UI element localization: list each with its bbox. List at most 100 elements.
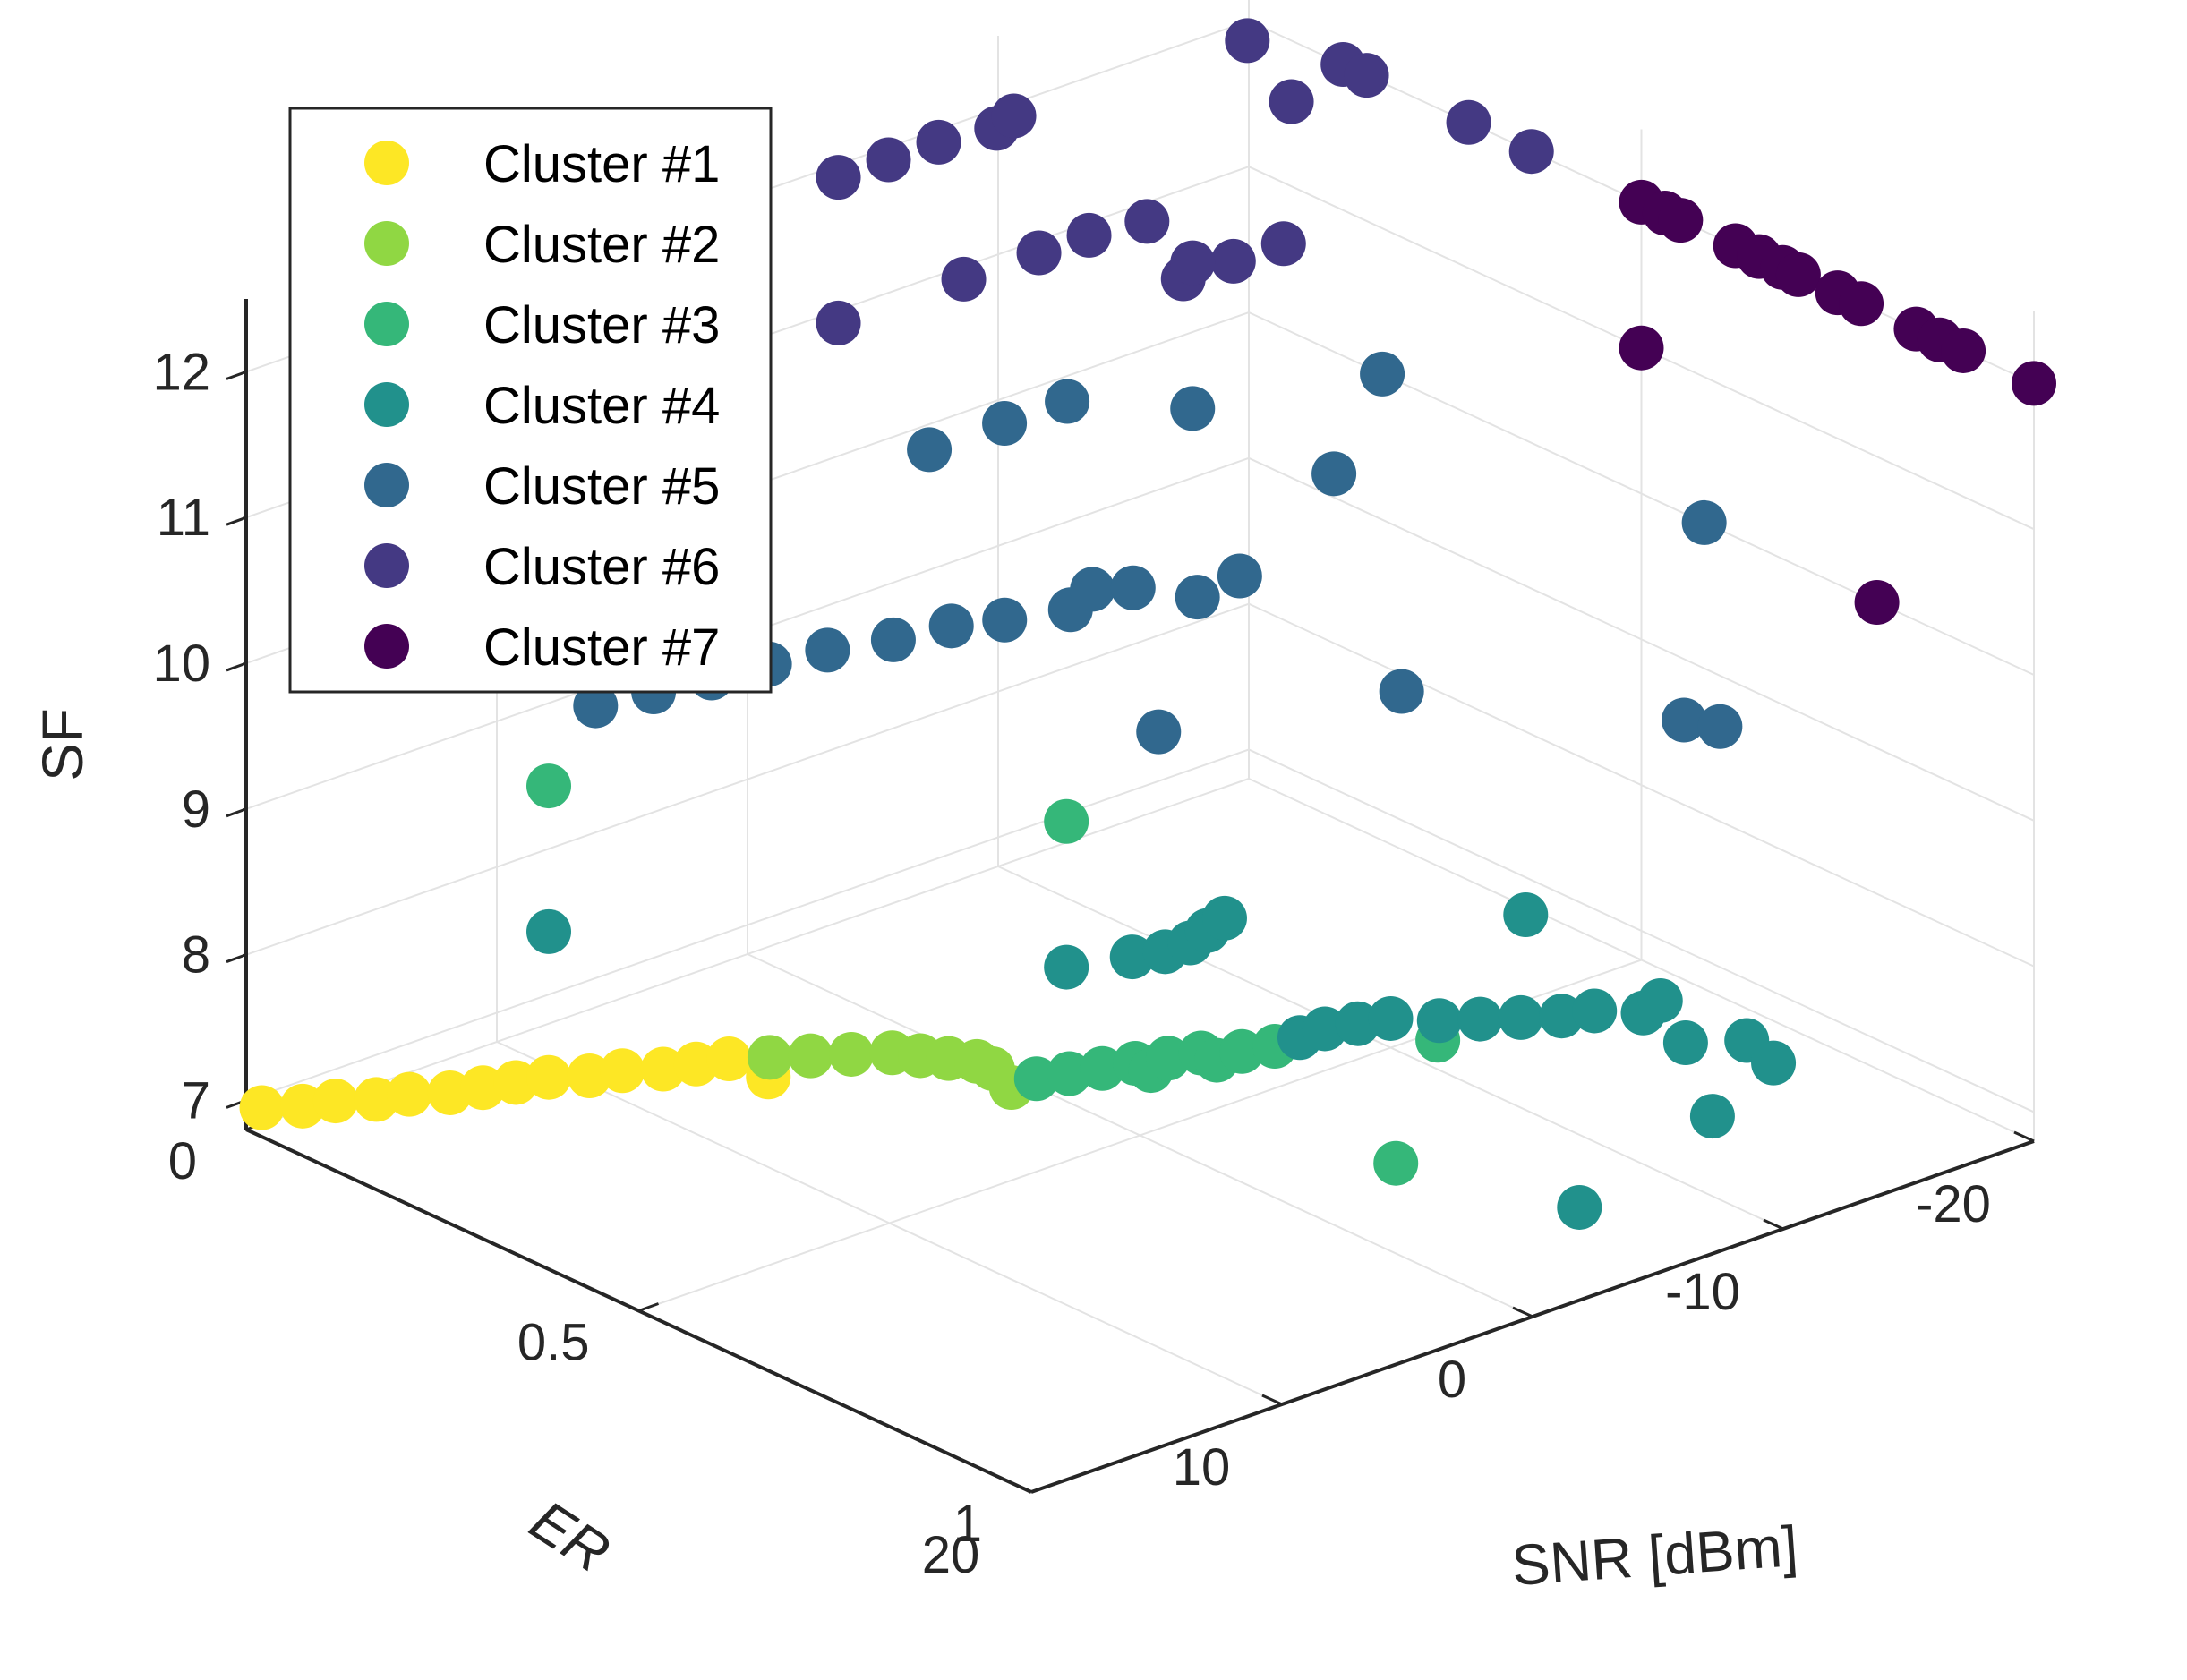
data-point <box>1210 238 1256 284</box>
x-tick-mark <box>1512 1306 1533 1318</box>
data-point <box>1368 995 1414 1041</box>
legend-label: Cluster #3 <box>483 296 720 354</box>
data-point <box>829 1031 875 1077</box>
x-tick-label: 0 <box>1438 1351 1466 1409</box>
data-point <box>1219 1028 1265 1074</box>
x-tick-label: -10 <box>1665 1263 1740 1321</box>
x-tick-label: -20 <box>1916 1175 1991 1233</box>
data-point <box>280 1083 326 1129</box>
data-point <box>928 603 974 649</box>
z-tick-label: 11 <box>157 489 210 547</box>
data-point <box>526 908 572 954</box>
data-point <box>1681 499 1727 545</box>
data-point <box>1941 328 1986 373</box>
data-point <box>1503 892 1549 938</box>
data-point <box>1066 212 1112 258</box>
data-point <box>1457 996 1503 1042</box>
data-point <box>816 300 861 345</box>
series-cluster-5 <box>573 351 1743 755</box>
data-point <box>1225 18 1270 64</box>
data-point <box>1697 704 1743 749</box>
z-tick-label: 8 <box>182 926 210 985</box>
data-point <box>1201 895 1247 941</box>
data-point <box>573 683 619 729</box>
data-point <box>1360 351 1405 397</box>
data-point <box>1416 998 1462 1044</box>
z-tick-label: 10 <box>152 635 210 693</box>
axes <box>226 299 2035 1494</box>
data-point <box>427 1070 473 1115</box>
data-point <box>805 627 850 673</box>
data-point <box>526 763 572 809</box>
data-point <box>706 1036 752 1082</box>
z-axis-title: SF <box>30 708 95 781</box>
legend-marker <box>364 302 409 346</box>
data-point <box>1854 580 1900 626</box>
data-point <box>1047 1051 1092 1096</box>
data-point <box>816 155 861 200</box>
data-point <box>1016 230 1062 276</box>
y-tick-mark <box>1030 1483 1052 1494</box>
y-tick-label: 1 <box>953 1495 982 1553</box>
x-tick-label: 10 <box>1173 1438 1231 1497</box>
data-point <box>1311 451 1357 497</box>
data-point <box>982 597 1028 643</box>
data-point <box>1557 1184 1602 1230</box>
data-point <box>916 119 961 165</box>
data-point <box>1508 129 1554 175</box>
x-tick-mark <box>1261 1394 1283 1406</box>
data-point <box>1136 709 1182 755</box>
data-point <box>1619 325 1664 371</box>
data-point <box>1109 934 1155 980</box>
x-tick-mark <box>2013 1130 2035 1143</box>
side-wall-grid-line <box>1248 748 2035 1113</box>
z-tick-label: 7 <box>182 1071 210 1130</box>
tick-labels: -20 -10 0 10 20 0 0.5 1 7 8 9 10 11 12 <box>152 343 1990 1584</box>
data-point <box>239 1085 285 1130</box>
legend-label: Cluster #4 <box>483 377 720 435</box>
data-point <box>1572 988 1618 1034</box>
legend-label: Cluster #6 <box>483 538 720 596</box>
data-point <box>600 1048 645 1094</box>
data-point <box>1373 1140 1419 1186</box>
data-point <box>1344 53 1389 98</box>
data-point <box>1302 1006 1347 1052</box>
legend-marker <box>364 221 409 266</box>
legend: Cluster #1 Cluster #2 Cluster #3 Cluster #4… <box>288 107 773 694</box>
z-tick-mark <box>226 516 247 526</box>
data-point <box>941 256 987 302</box>
data-point <box>991 93 1037 139</box>
side-wall-grid-line <box>1248 456 2035 822</box>
data-point <box>2012 361 2056 406</box>
data-point <box>788 1033 833 1079</box>
side-wall-grid-line <box>1248 602 2035 968</box>
data-point <box>387 1071 432 1117</box>
data-point <box>1013 1056 1059 1102</box>
data-point <box>1145 1036 1191 1081</box>
legend-label: Cluster #1 <box>483 135 720 193</box>
series-cluster-4 <box>498 564 1797 1230</box>
x-tick-mark <box>1011 1481 1032 1494</box>
data-point <box>1217 553 1262 599</box>
data-point <box>1751 1040 1797 1086</box>
y-tick-label: 0 <box>168 1132 197 1190</box>
data-point <box>1637 977 1683 1023</box>
data-point <box>1110 565 1156 610</box>
data-point <box>1045 379 1090 424</box>
data-point <box>312 1079 358 1124</box>
data-point <box>460 1065 506 1111</box>
x-tick-mark <box>1763 1218 1784 1231</box>
legend-marker <box>364 624 409 669</box>
legend-marker <box>364 141 409 185</box>
z-tick-label: 12 <box>152 343 210 401</box>
data-point <box>1662 1020 1708 1066</box>
data-point <box>1335 1001 1380 1046</box>
series-cluster-1 <box>239 1036 791 1130</box>
legend-marker <box>364 382 409 427</box>
series-cluster-2 <box>747 1030 1034 1111</box>
data-point <box>1539 994 1585 1039</box>
data-point <box>1839 281 1884 327</box>
series-cluster-3 <box>526 763 1461 1186</box>
data-point <box>1080 1045 1125 1091</box>
